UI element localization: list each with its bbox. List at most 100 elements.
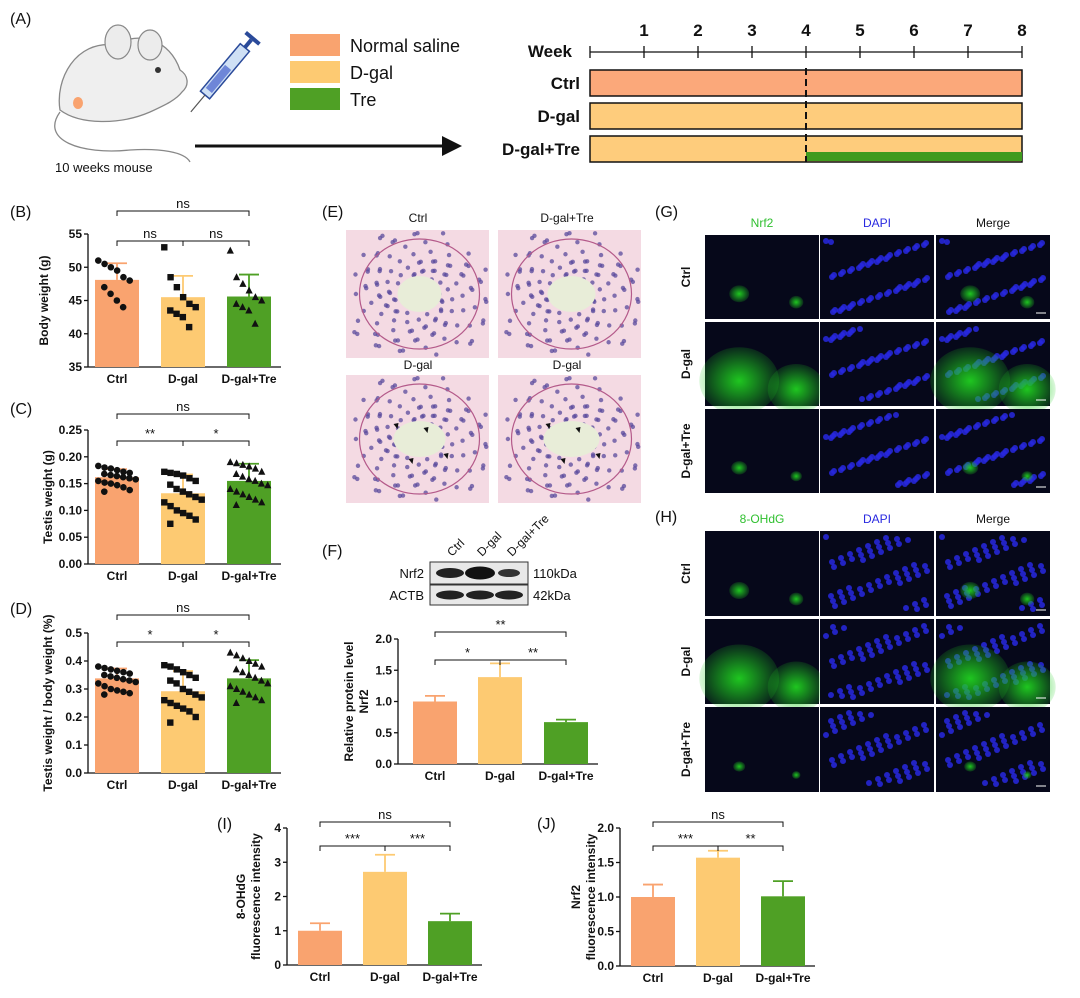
nucleus [388, 413, 394, 419]
nucleus [463, 262, 469, 267]
nucleus [445, 408, 451, 413]
nucleus-stain [894, 536, 900, 542]
fluorescence-grid-nrf2: Nrf2 DAPI Merge Ctrl D-gal D-gal+Tre [679, 216, 1056, 493]
nucleus-stain [956, 560, 962, 566]
nucleus-stain [896, 640, 902, 646]
nucleus-stain [847, 749, 853, 755]
nucleus [355, 318, 361, 323]
nucleus [469, 338, 475, 344]
x-tick-label: D-gal+Tre [538, 769, 593, 783]
data-point [186, 671, 193, 679]
nucleus [528, 488, 534, 494]
data-point [120, 688, 127, 696]
nucleus-stain [954, 753, 960, 759]
y-tick-label: 0.05 [59, 530, 83, 544]
nucleus-stain [866, 395, 872, 401]
nucleus [592, 376, 598, 381]
y-tick-label: 50 [69, 260, 83, 274]
nucleus [365, 269, 370, 274]
data-point [198, 694, 205, 701]
nucleus-stain [1039, 727, 1045, 733]
bar-2 [428, 921, 472, 965]
y-tick-label: 0.0 [597, 959, 614, 973]
nucleus-stain [1037, 597, 1043, 603]
nucleus-stain [1019, 730, 1025, 736]
y-axis-label: Nrf2 [357, 689, 371, 713]
nucleus-stain [965, 556, 971, 562]
significance-label: ns [143, 226, 157, 241]
nucleus [624, 305, 630, 310]
nucleus-stain [954, 467, 960, 473]
nucleus [391, 327, 396, 333]
nucleus-stain [876, 544, 882, 550]
data-point [173, 284, 181, 291]
nucleus-stain [1000, 415, 1006, 421]
nucleus-stain [874, 259, 880, 265]
nucleus-stain [1018, 566, 1024, 572]
nucleus-stain [886, 777, 892, 783]
nucleus [561, 473, 567, 478]
nucleus-stain [897, 778, 903, 784]
legend-label-tre: Tre [350, 90, 376, 110]
arrowhead-marker [560, 458, 566, 464]
fluorescence-image [705, 531, 819, 616]
nucleus [526, 466, 532, 471]
nucleus-stain [912, 601, 918, 607]
significance-label: * [213, 426, 218, 441]
x-tick-label: D-gal+Tre [221, 372, 276, 386]
nucleus [619, 468, 624, 473]
nucleus-stain [847, 268, 853, 274]
data-point [226, 682, 234, 690]
nucleus-stain [912, 627, 918, 633]
nucleus [409, 473, 415, 478]
nucleus [385, 303, 390, 309]
nucleus-stain [957, 625, 963, 631]
nucleus-stain [1010, 251, 1016, 257]
nucleus [531, 456, 536, 462]
nucleus [505, 417, 510, 422]
nucleus [543, 327, 548, 333]
nucleus [583, 331, 589, 336]
nucleus [601, 442, 607, 447]
nucleus-stain [846, 684, 852, 690]
nucleus [461, 308, 466, 313]
nucleus-stain [894, 447, 900, 453]
nucleus-stain [1021, 636, 1027, 642]
nucleus [513, 252, 518, 258]
nucleus [633, 463, 638, 468]
nucleus-stain [858, 750, 864, 756]
fluorescence-row-label: D-gal [679, 647, 693, 677]
y-tick-label: 1.0 [375, 695, 392, 709]
chart-testis-weight: 0.00 0.05 0.10 0.15 0.20 0.25 Ctrl D-gal D-gal+T… [41, 399, 281, 583]
nucleus-stain [887, 644, 893, 650]
nucleus-stain [829, 559, 835, 565]
nucleus [460, 438, 465, 443]
nucleus-stain [832, 603, 838, 609]
nucleus [403, 244, 408, 249]
mouse-illustration [54, 24, 191, 163]
nucleus-stain [847, 464, 853, 470]
nucleus [463, 407, 469, 412]
fluorescence-signal [1022, 771, 1032, 779]
nucleus-stain [860, 755, 866, 761]
nucleus [395, 309, 400, 314]
nucleus [397, 404, 403, 409]
nucleus [379, 456, 384, 462]
nucleus-stain [823, 534, 829, 540]
nucleus-stain [875, 578, 881, 584]
fluorescence-signal [731, 461, 748, 475]
nucleus-stain [1037, 340, 1043, 346]
nucleus [542, 385, 547, 390]
data-point [126, 670, 134, 677]
data-point [251, 319, 259, 327]
data-point [238, 303, 247, 311]
nucleus-stain [857, 424, 863, 430]
nucleus-stain [857, 326, 863, 332]
nucleus [374, 427, 380, 432]
nucleus-stain [972, 745, 978, 751]
nucleus-stain [1037, 242, 1043, 248]
bar-2 [761, 896, 805, 966]
nucleus [416, 405, 422, 410]
nucleus-stain [914, 731, 920, 737]
nucleus-stain [1009, 412, 1015, 418]
